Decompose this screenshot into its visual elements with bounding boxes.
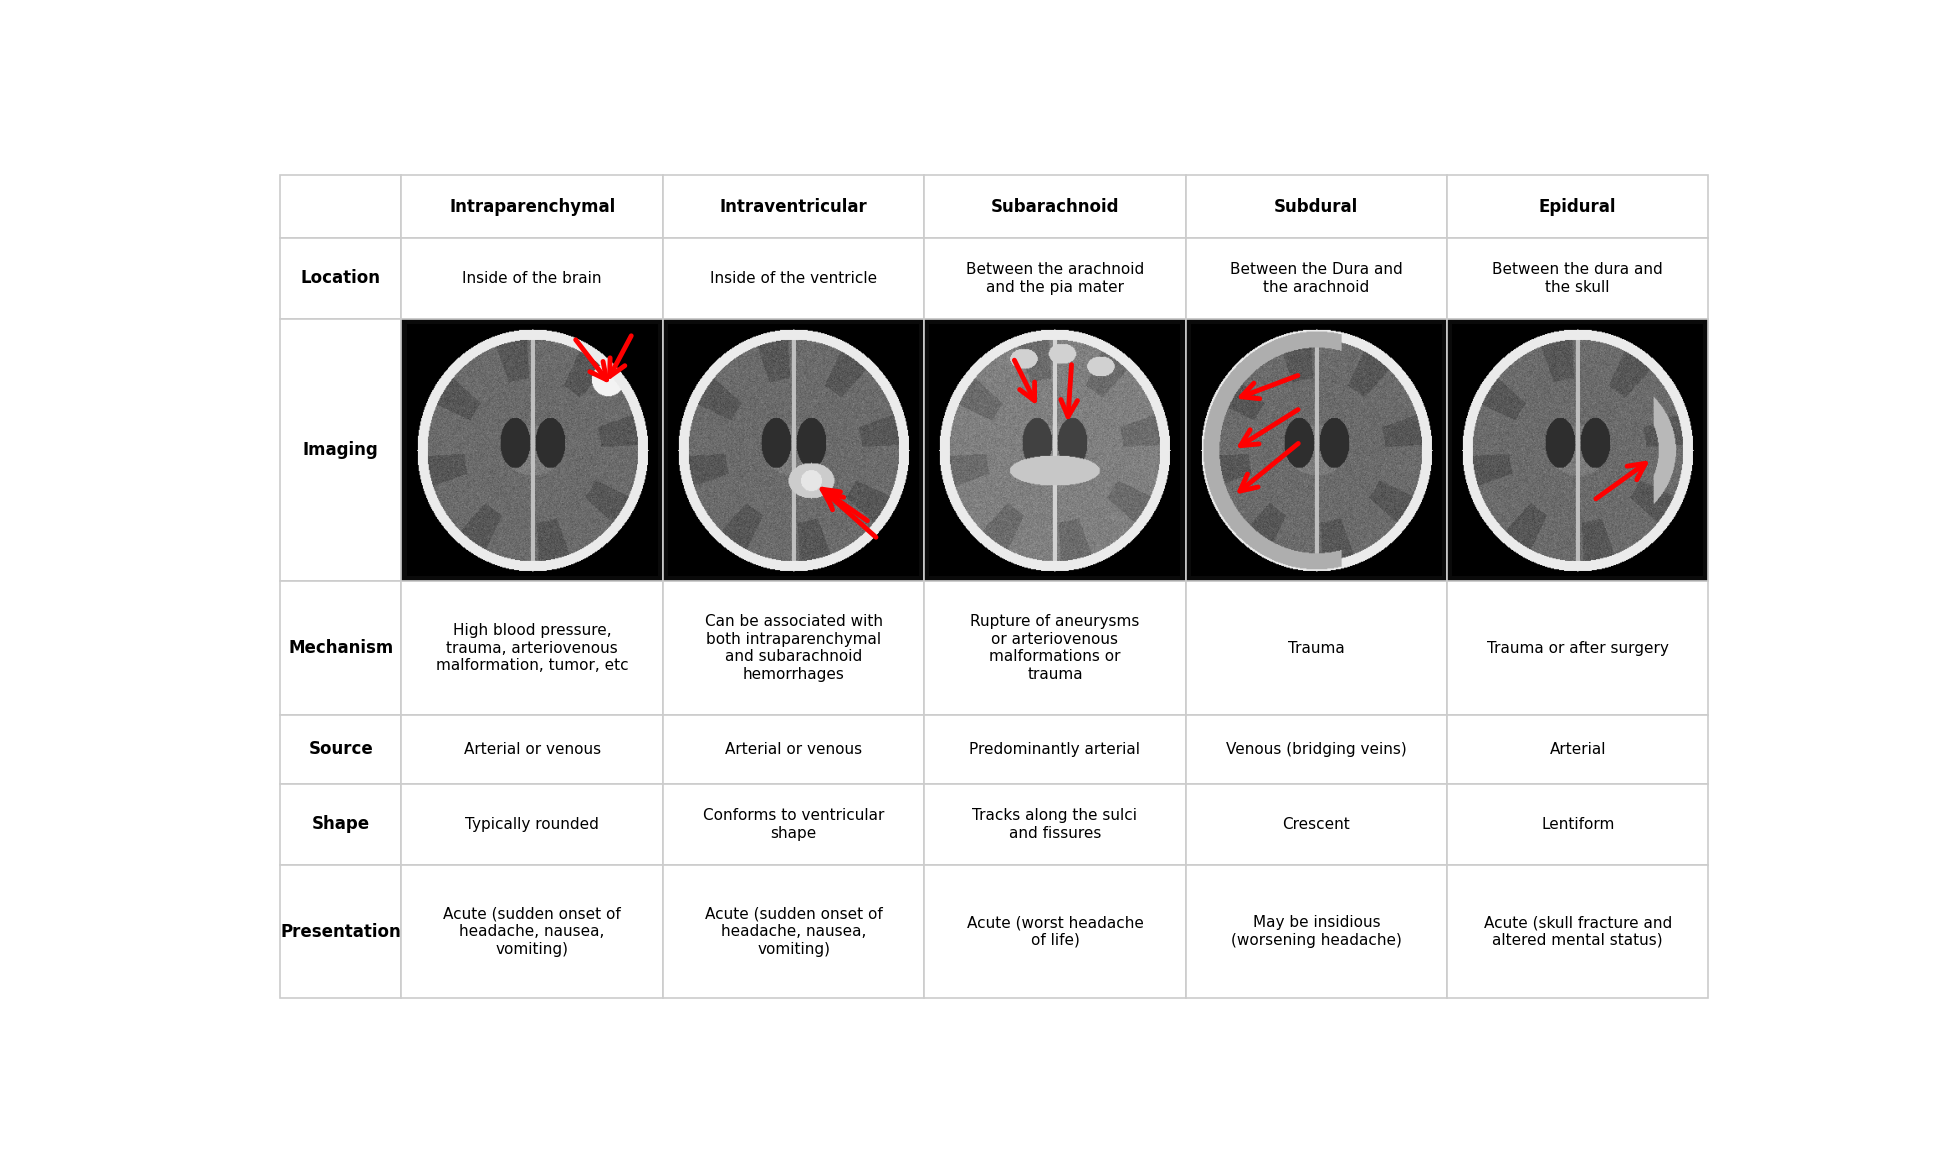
Text: Between the dura and
the skull: Between the dura and the skull — [1491, 263, 1662, 294]
Text: Location: Location — [301, 270, 380, 287]
Bar — [1185, 318, 1446, 581]
Bar — [279, 175, 401, 238]
Text: Rupture of aneurysms
or arteriovenous
malformations or
trauma: Rupture of aneurysms or arteriovenous ma… — [970, 615, 1138, 682]
Text: Between the arachnoid
and the pia mater: Between the arachnoid and the pia mater — [966, 263, 1144, 294]
Bar — [1185, 865, 1446, 998]
Text: Acute (worst headache
of life): Acute (worst headache of life) — [966, 916, 1142, 948]
Bar — [663, 784, 923, 865]
Bar — [663, 238, 923, 318]
Bar — [663, 318, 923, 581]
Text: Arterial or venous: Arterial or venous — [463, 741, 601, 756]
Bar — [923, 581, 1185, 715]
Bar — [1446, 238, 1708, 318]
Text: Intraventricular: Intraventricular — [719, 198, 867, 215]
Bar — [279, 238, 401, 318]
Bar — [279, 715, 401, 784]
Text: May be insidious
(worsening headache): May be insidious (worsening headache) — [1229, 916, 1402, 948]
Bar — [401, 784, 663, 865]
Text: Acute (sudden onset of
headache, nausea,
vomiting): Acute (sudden onset of headache, nausea,… — [444, 906, 620, 956]
Bar — [663, 175, 923, 238]
Bar — [923, 318, 1185, 581]
Text: Conforms to ventricular
shape: Conforms to ventricular shape — [702, 808, 884, 840]
Text: Trauma or after surgery: Trauma or after surgery — [1485, 640, 1668, 655]
Bar — [1185, 318, 1446, 581]
Bar — [1446, 318, 1708, 581]
Text: Acute (sudden onset of
headache, nausea,
vomiting): Acute (sudden onset of headache, nausea,… — [704, 906, 882, 956]
Bar — [1446, 175, 1708, 238]
Text: Presentation: Presentation — [281, 923, 401, 940]
Text: Can be associated with
both intraparenchymal
and subarachnoid
hemorrhages: Can be associated with both intraparench… — [704, 615, 882, 682]
Bar — [1185, 238, 1446, 318]
Text: Inside of the ventricle: Inside of the ventricle — [710, 271, 876, 286]
Text: Typically rounded: Typically rounded — [465, 817, 599, 832]
Bar — [279, 318, 401, 581]
Text: Imaging: Imaging — [302, 442, 378, 459]
Bar — [663, 865, 923, 998]
Text: Trauma: Trauma — [1287, 640, 1344, 655]
Text: Arterial: Arterial — [1549, 741, 1605, 756]
Text: Predominantly arterial: Predominantly arterial — [970, 741, 1140, 756]
Bar — [1185, 581, 1446, 715]
Text: Mechanism: Mechanism — [289, 639, 394, 657]
Bar — [279, 581, 401, 715]
Text: Venous (bridging veins): Venous (bridging veins) — [1225, 741, 1406, 756]
Bar — [1446, 581, 1708, 715]
Bar — [1185, 175, 1446, 238]
Bar — [923, 238, 1185, 318]
Text: Crescent: Crescent — [1282, 817, 1350, 832]
Text: Arterial or venous: Arterial or venous — [725, 741, 861, 756]
Bar — [923, 318, 1185, 581]
Text: Source: Source — [308, 740, 372, 759]
Text: Acute (skull fracture and
altered mental status): Acute (skull fracture and altered mental… — [1483, 916, 1671, 948]
Bar — [923, 784, 1185, 865]
Text: Between the Dura and
the arachnoid: Between the Dura and the arachnoid — [1229, 263, 1402, 294]
Bar — [923, 175, 1185, 238]
Text: Intraparenchymal: Intraparenchymal — [448, 198, 615, 215]
Text: Inside of the brain: Inside of the brain — [461, 271, 601, 286]
Bar — [923, 715, 1185, 784]
Bar — [663, 318, 923, 581]
Bar — [923, 865, 1185, 998]
Text: High blood pressure,
trauma, arteriovenous
malformation, tumor, etc: High blood pressure, trauma, arterioveno… — [436, 623, 628, 673]
Bar — [1185, 784, 1446, 865]
Bar — [401, 715, 663, 784]
Bar — [1446, 715, 1708, 784]
Text: Lentiform: Lentiform — [1540, 817, 1613, 832]
Bar — [401, 865, 663, 998]
Text: Subarachnoid: Subarachnoid — [991, 198, 1119, 215]
Text: Shape: Shape — [312, 816, 370, 833]
Bar — [401, 318, 663, 581]
Bar — [401, 238, 663, 318]
Bar — [1446, 865, 1708, 998]
Bar — [1446, 318, 1708, 581]
Text: Epidural: Epidural — [1538, 198, 1615, 215]
Bar — [279, 784, 401, 865]
Bar — [401, 175, 663, 238]
Bar — [1446, 784, 1708, 865]
Bar — [279, 865, 401, 998]
Bar — [663, 715, 923, 784]
Bar — [401, 581, 663, 715]
Text: Tracks along the sulci
and fissures: Tracks along the sulci and fissures — [971, 808, 1136, 840]
Bar — [401, 318, 663, 581]
Text: Subdural: Subdural — [1274, 198, 1357, 215]
Bar — [1185, 715, 1446, 784]
Bar — [663, 581, 923, 715]
